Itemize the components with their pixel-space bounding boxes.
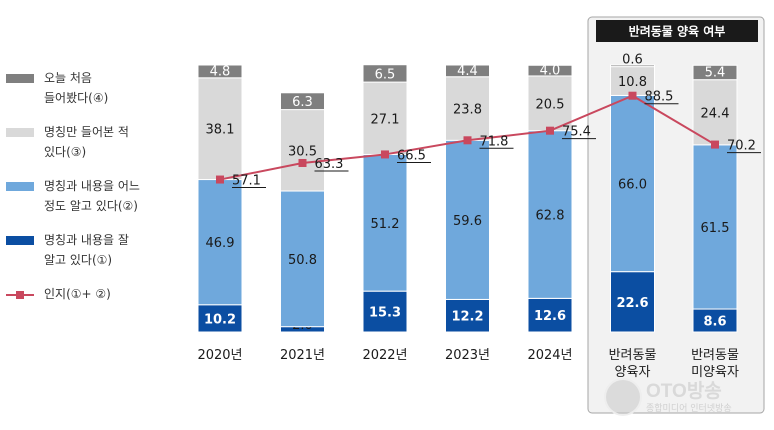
legend-item-somewhat-know: 명칭과 내용을 어느 정도 알고 있다(②) <box>6 176 176 216</box>
bar-segment <box>445 139 490 300</box>
bar-segment <box>362 290 408 333</box>
bar-value-label: 62.8 <box>536 209 565 224</box>
bar-value-label: 12.6 <box>534 309 566 324</box>
line-value-label: 75.4 <box>562 125 591 140</box>
legend-swatch <box>6 236 34 245</box>
bar-value-label: 5.4 <box>705 65 726 80</box>
line-marker <box>628 91 637 100</box>
line-layer: 57.1 63.3 66.5 71.8 75.4 88.5 70.2 <box>216 90 761 189</box>
bar-segment <box>280 190 325 328</box>
bar-segment <box>445 298 490 333</box>
watermark-sub: 종합미디어 인터넷방송 <box>646 404 732 414</box>
bar-value-label: 61.5 <box>701 221 730 236</box>
bar-value-label: 30.5 <box>288 144 317 159</box>
highlight-title-bg <box>596 20 758 42</box>
bar-value-label: 4.8 <box>210 64 231 79</box>
line-value-label: 57.1 <box>232 174 261 189</box>
line-marker <box>546 126 554 135</box>
x-tick-label: 2023년 <box>445 348 490 363</box>
legend-item-name-only: 명칭만 들어본 적 있다(③) <box>6 122 176 162</box>
bar-value-label: 0.6 <box>622 53 643 68</box>
watermark: OTO방송 종합미디어 인터넷방송 <box>600 374 765 418</box>
bar-segment <box>197 179 243 306</box>
bar-segment <box>527 64 573 77</box>
legend-label: 명칭과 내용을 어느 정도 알고 있다(②) <box>44 179 140 213</box>
bar-value-label: 6.5 <box>375 67 396 82</box>
bar-value-label: 8.6 <box>703 315 726 330</box>
bar-segment <box>610 94 655 273</box>
bars-layer: 10.246.938.14.82.050.830.56.315.351.227.… <box>197 53 738 333</box>
legend-swatch <box>6 128 34 137</box>
legend-swatch <box>6 74 34 83</box>
bar-segment <box>280 109 325 192</box>
line-value-label: 70.2 <box>727 139 756 154</box>
bar-value-label: 10.8 <box>618 75 647 90</box>
line-marker <box>463 136 472 145</box>
x-tick-label: 2022년 <box>362 348 407 363</box>
highlight-title: 반려동물 양육 여부 <box>629 24 726 39</box>
bar-segment <box>197 77 243 181</box>
legend-label: 명칭만 들어본 적 있다(③) <box>44 125 129 159</box>
watermark-logo-icon <box>604 378 642 416</box>
bar-value-label: 24.4 <box>701 106 730 121</box>
bar-segment <box>445 64 490 78</box>
bar-value-label: 23.8 <box>453 103 482 118</box>
legend-swatch <box>6 182 34 191</box>
bar-value-label: 15.3 <box>369 306 401 321</box>
bar-segment <box>527 297 573 333</box>
line-marker <box>216 175 224 184</box>
line-value-label: 66.5 <box>397 148 426 163</box>
legend-item-first-heard: 오늘 처음 들어봤다(④) <box>6 68 176 108</box>
bar-segment <box>692 79 738 146</box>
line-marker <box>711 140 719 149</box>
bar-segment <box>610 66 655 96</box>
bar-value-label: 59.6 <box>453 214 482 229</box>
x-tick-label: 반려동물 <box>691 348 739 363</box>
line-value-label: 88.5 <box>645 90 674 105</box>
bar-value-label: 50.8 <box>288 253 317 268</box>
x-tick-label: 2021년 <box>280 348 325 363</box>
bar-value-label: 27.1 <box>371 112 400 127</box>
bar-value-label: 4.0 <box>540 64 561 79</box>
legend-line-swatch <box>6 290 34 299</box>
legend-label: 명칭과 내용을 잘 알고 있다(①) <box>44 233 129 267</box>
legend-label: 오늘 처음 들어봤다(④) <box>44 71 109 105</box>
bar-value-label: 51.2 <box>371 217 400 232</box>
x-tick-label: 미양육자 <box>691 365 739 380</box>
x-tick-label: 양육자 <box>615 365 651 380</box>
bar-segment <box>610 64 655 68</box>
bar-segment <box>197 64 243 79</box>
legend-item-awareness-line: 인지(①+ ②) <box>6 284 176 304</box>
bar-value-label: 20.5 <box>536 97 565 112</box>
line-value-label: 63.3 <box>315 157 344 172</box>
bar-value-label: 38.1 <box>206 123 235 138</box>
line-marker <box>298 158 307 167</box>
x-tick-label: 2020년 <box>197 348 242 363</box>
bar-value-label: 10.2 <box>204 312 236 327</box>
x-tick-label: 반려동물 <box>609 348 657 363</box>
bar-segment <box>692 144 738 310</box>
watermark-name: OTO방송 <box>646 381 722 402</box>
bar-value-label: 6.3 <box>292 95 313 110</box>
bar-segment <box>610 271 655 333</box>
bar-segment <box>692 64 738 81</box>
bar-value-label: 4.4 <box>457 64 478 79</box>
x-tick-label: 2024년 <box>527 348 572 363</box>
bar-value-label: 12.2 <box>451 310 483 325</box>
legend-item-know-well: 명칭과 내용을 잘 알고 있다(①) <box>6 230 176 270</box>
bar-segment <box>362 153 408 292</box>
bar-segment <box>362 64 408 83</box>
line-marker <box>381 150 389 159</box>
legend-line-label: 인지(①+ ②) <box>44 287 111 301</box>
line-value-label: 71.8 <box>480 134 509 149</box>
bar-value-label: 46.9 <box>206 236 235 251</box>
legend: 오늘 처음 들어봤다(④) 명칭만 들어본 적 있다(③) 명칭과 내용을 어느… <box>6 68 176 318</box>
bar-value-label: 22.6 <box>616 296 648 311</box>
bar-segment <box>280 92 325 111</box>
bar-value-label: 66.0 <box>618 178 647 193</box>
